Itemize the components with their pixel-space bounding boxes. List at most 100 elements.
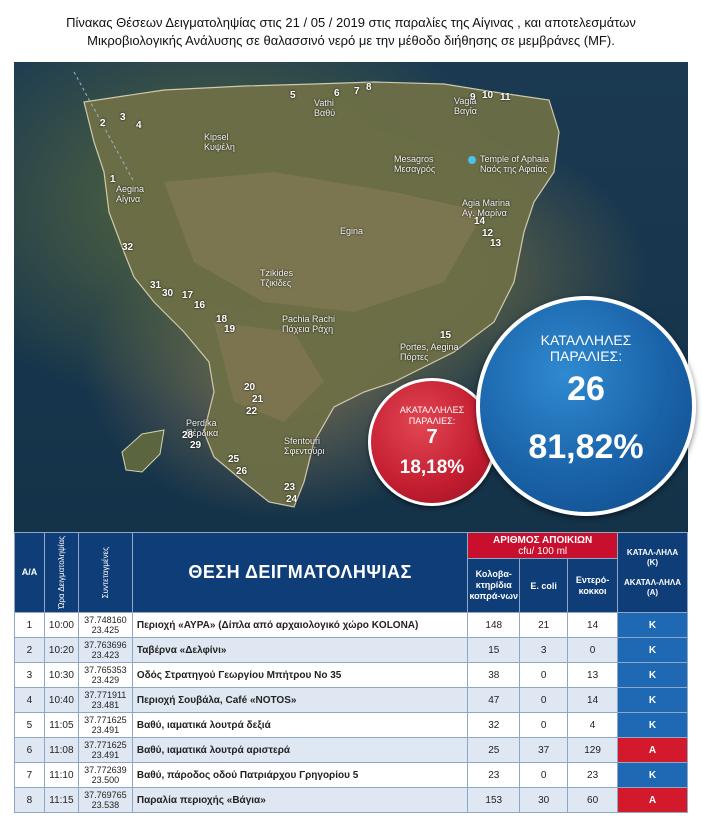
row-time: 10:30 xyxy=(43,662,79,688)
row-aa: 6 xyxy=(14,737,45,763)
row-coliform: 15 xyxy=(467,637,521,663)
row-location: Περιοχή Σουβάλα, Café «NOTOS» xyxy=(131,687,469,713)
row-lat: 37.771625 xyxy=(84,740,127,750)
row-result: Κ xyxy=(617,637,688,663)
row-lon: 23.538 xyxy=(91,800,120,810)
row-location: Ταβέρνα «Δελφίνι» xyxy=(131,637,469,663)
row-lat: 37.765353 xyxy=(84,665,127,675)
row-coords: 37.771911 23.481 xyxy=(77,687,133,713)
table-row: 7 11:10 37.772639 23.500 Βαθύ, πάροδος οδού … xyxy=(14,762,688,788)
site-number: 17 xyxy=(182,290,194,301)
row-result: Α xyxy=(617,737,688,763)
site-number: 4 xyxy=(136,120,142,131)
island-shape xyxy=(73,71,560,508)
row-coliform: 32 xyxy=(467,712,521,738)
site-number: 29 xyxy=(190,440,202,451)
row-location: Βαθύ, ιαματικά λουτρά αριστερά xyxy=(131,737,469,763)
place-name: Mesagros xyxy=(394,154,434,164)
place-name: Temple of Aphaia xyxy=(480,154,550,164)
place-name: Aegina xyxy=(116,184,145,194)
place-sub: Βαθύ xyxy=(314,108,336,118)
site-number: 30 xyxy=(162,288,174,299)
site-number: 21 xyxy=(252,394,264,405)
row-time: 10:40 xyxy=(43,687,79,713)
site-number: 26 xyxy=(236,466,248,477)
header-location: ΘΕΣΗ ΔΕΙΓΜΑΤΟΛΗΨΙΑΣ xyxy=(131,532,469,613)
place-name: Pachia Rachi xyxy=(282,314,336,324)
row-time: 11:05 xyxy=(43,712,79,738)
site-number: 22 xyxy=(246,406,258,417)
place-name: Agia Marina xyxy=(462,198,511,208)
sampling-table: Α/Α Ώρα Δειγματοληψίας Συντεταγμένες ΘΕΣ… xyxy=(14,532,688,813)
header-colonies: ΑΡΙΘΜΟΣ ΑΠΟΙΚΙΩΝ cfu/ 100 ml xyxy=(467,532,619,559)
unsuitable-label-2: ΠΑΡΑΛΙΕΣ: xyxy=(408,416,456,426)
site-number: 3 xyxy=(120,112,126,123)
unsuitable-count: 7 xyxy=(426,426,438,448)
row-ecoli: 37 xyxy=(519,737,569,763)
row-coords: 37.771625 23.491 xyxy=(77,737,133,763)
row-result: Κ xyxy=(617,612,688,638)
row-lat: 37.772639 xyxy=(84,765,127,775)
site-number: 12 xyxy=(482,228,494,239)
place-sub: Πόρτες xyxy=(400,352,429,362)
header-ecoli: E. coli xyxy=(519,558,569,613)
colonies-line-2: cfu/ 100 ml xyxy=(518,545,568,557)
row-ecoli: 0 xyxy=(519,712,569,738)
header-entero: Εντερό-κοκκοι xyxy=(567,558,619,613)
table-row: 1 10:00 37.748160 23.425 Περιοχή «ΑΥΡΑ» (Δίπ… xyxy=(14,612,688,638)
row-entero: 129 xyxy=(567,737,619,763)
place-sub: Σφεντούρι xyxy=(284,446,325,456)
site-number: 10 xyxy=(482,90,494,101)
row-location: Περιοχή «ΑΥΡΑ» (Δίπλα από αρχαιολογικό χ… xyxy=(131,612,469,638)
row-entero: 13 xyxy=(567,662,619,688)
place-sub: Αίγινα xyxy=(116,194,141,204)
place-sub: Πάχεια Ράχη xyxy=(282,324,334,334)
row-entero: 23 xyxy=(567,762,619,788)
suitable-label-2: ΠΑΡΑΛΙΕΣ: xyxy=(549,348,623,364)
row-lon: 23.423 xyxy=(91,650,120,660)
row-lat: 37.763696 xyxy=(84,640,127,650)
site-number: 19 xyxy=(224,324,236,335)
place-sub: Βαγία xyxy=(454,106,477,116)
unsuitable-beaches-badge: ΑΚΑΤΑΛΛΗΛΕΣ ΠΑΡΑΛΙΕΣ: 7 18,18% xyxy=(368,378,496,506)
row-ecoli: 0 xyxy=(519,687,569,713)
row-time: 11:08 xyxy=(43,737,79,763)
site-number: 5 xyxy=(290,90,296,101)
site-number: 6 xyxy=(334,88,340,99)
site-number: 14 xyxy=(474,216,486,227)
row-ecoli: 0 xyxy=(519,662,569,688)
row-lat: 37.748160 xyxy=(84,615,127,625)
place-sub: Ναός της Αφαίας xyxy=(480,164,548,174)
header-suitability: ΚΑΤΑΛ-ΛΗΛΑ (Κ) ΑΚΑΤΑΛ-ΛΗΛΑ (Α) xyxy=(617,532,688,613)
row-location: Βαθύ, ιαματικά λουτρά δεξιά xyxy=(131,712,469,738)
site-number: 15 xyxy=(440,330,452,341)
row-aa: 4 xyxy=(14,687,45,713)
row-coords: 37.748160 23.425 xyxy=(77,612,133,638)
place-sub: Τζικίδες xyxy=(260,278,292,288)
row-ecoli: 0 xyxy=(519,762,569,788)
site-number: 9 xyxy=(470,92,476,103)
table-row: 6 11:08 37.771625 23.491 Βαθύ, ιαματικά λουτ… xyxy=(14,737,688,763)
row-lon: 23.500 xyxy=(91,775,120,785)
row-coords: 37.769765 23.538 xyxy=(77,787,133,813)
row-time: 10:00 xyxy=(43,612,79,638)
place-name: Portes, Aegina xyxy=(400,342,459,352)
place-name: Sfentouri xyxy=(284,436,321,446)
row-result: Κ xyxy=(617,662,688,688)
header-coords: Συντεταγμένες xyxy=(77,532,133,613)
site-number: 23 xyxy=(284,482,296,493)
row-entero: 60 xyxy=(567,787,619,813)
site-number: 8 xyxy=(366,82,372,93)
row-entero: 14 xyxy=(567,612,619,638)
row-lat: 37.769765 xyxy=(84,790,127,800)
site-number: 24 xyxy=(286,494,298,505)
row-aa: 8 xyxy=(14,787,45,813)
row-aa: 3 xyxy=(14,662,45,688)
unsuitable-percent: 18,18% xyxy=(399,457,465,478)
row-time: 11:10 xyxy=(43,762,79,788)
place-name: Egina xyxy=(340,226,364,236)
table-row: 4 10:40 37.771911 23.481 Περιοχή Σουβάλα, Ca… xyxy=(14,687,688,713)
row-lon: 23.491 xyxy=(91,725,120,735)
table-row: 5 11:05 37.771625 23.491 Βαθύ, ιαματικά λουτ… xyxy=(14,712,688,738)
row-lon: 23.425 xyxy=(91,625,120,635)
